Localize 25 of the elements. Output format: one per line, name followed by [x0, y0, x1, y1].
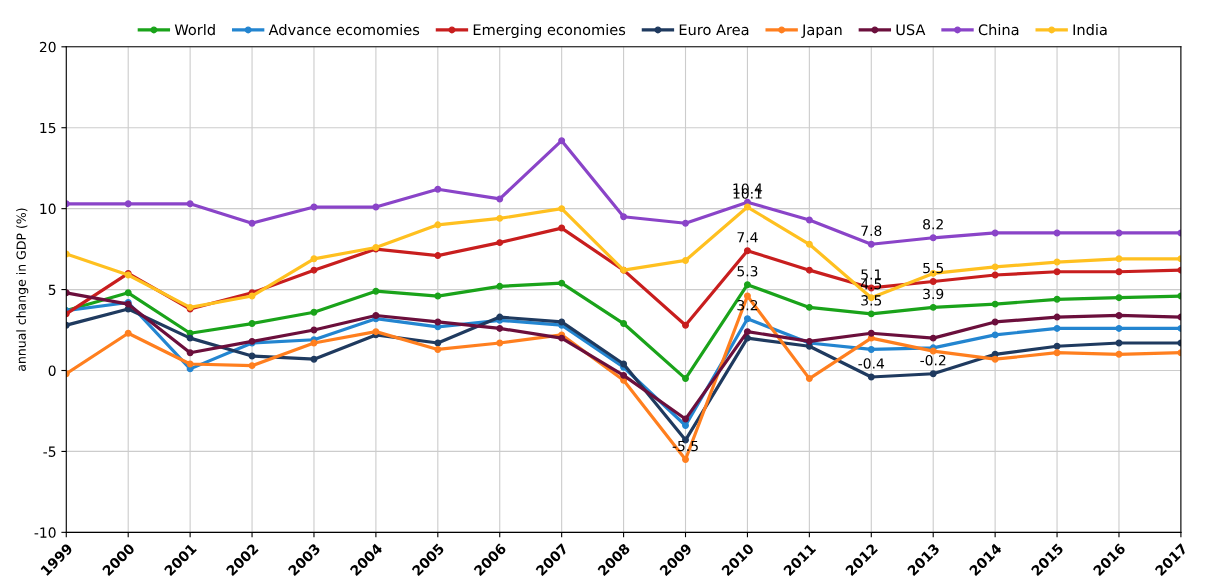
y-tick-label: -5: [43, 446, 56, 457]
legend-label: USA: [896, 24, 926, 36]
y-tick-label: 10: [40, 203, 56, 215]
legend-label: India: [1073, 23, 1107, 36]
legend-label: Japan: [801, 24, 842, 39]
y-tick-label: 15: [40, 122, 56, 134]
y-axis-title: annual change in GDP (%): [16, 208, 29, 371]
y-tick-label: 0: [48, 365, 56, 376]
annotation: 8.2: [923, 219, 943, 230]
legend-label: Euro Area: [679, 24, 749, 36]
y-tick-label: -10: [34, 527, 56, 538]
annotation: 5.5: [923, 262, 944, 274]
annotation: -0.2: [920, 354, 946, 366]
annotation: 5.3: [737, 265, 758, 277]
legend-label: World: [174, 23, 215, 36]
annotation: 3.9: [923, 288, 944, 300]
legend-label: China: [978, 23, 1019, 36]
annotation: 3.5: [861, 295, 882, 306]
annotation: 7.4: [737, 232, 758, 243]
annotation: -0.4: [858, 358, 885, 369]
legend-label: Emerging economies: [473, 23, 626, 39]
legend-label: Advance ecomomies: [268, 23, 420, 36]
y-tick-label: 20: [39, 41, 56, 53]
y-tick-label: 5: [48, 284, 56, 296]
annotation: 7.8: [861, 225, 882, 237]
